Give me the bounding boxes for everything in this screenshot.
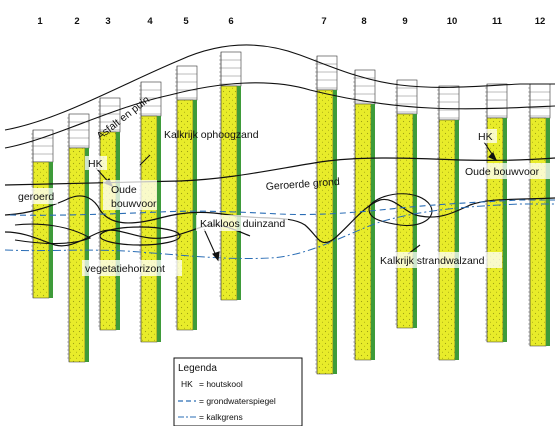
region-labels: Asfalt en puin Kalkrijk ophoogzand HK Ou… [14, 94, 555, 276]
borehole-sand-fill [220, 85, 238, 301]
label-bg-hk-left [85, 156, 107, 170]
groundwater-line [9, 199, 555, 216]
borehole-top-fill [176, 65, 198, 101]
borehole-1 [31, 129, 54, 299]
borehole-green-strip [85, 148, 89, 362]
borehole-green-strip [49, 162, 53, 298]
borehole-5 [175, 65, 198, 331]
borehole-green-strip [413, 114, 417, 328]
column-number-1: 1 [37, 16, 43, 27]
label-vegetatiehorizont: vegetatiehorizont [85, 263, 165, 275]
label-bg-kalkrijk-strandwalzand [376, 252, 502, 268]
legend-text-grondwaterspiegel: = grondwaterspiegel [199, 396, 276, 406]
borehole-top-fill [68, 113, 90, 149]
column-number-8: 8 [361, 16, 366, 27]
asphalt-base-line [4, 82, 555, 149]
column-number-7: 7 [321, 16, 326, 27]
borehole-4 [139, 81, 162, 343]
label-geroerde-grond: Geroerde grond [265, 176, 340, 193]
borehole-sand-fill [396, 113, 414, 329]
borehole-sand-fill [316, 89, 334, 375]
borehole-top-fill [316, 55, 338, 91]
column-numbers: 1 2 3 4 5 6 7 8 9 10 11 12 [37, 16, 545, 27]
borehole-9 [395, 79, 418, 329]
borehole-8 [353, 69, 376, 361]
borehole-sand-fill [354, 103, 372, 361]
label-hk-right: HK [478, 131, 493, 143]
old-topsoil-boundary-line [4, 195, 555, 244]
borehole-green-strip [455, 120, 459, 360]
borehole-green-strip [546, 118, 550, 346]
column-number-4: 4 [147, 16, 153, 27]
label-bg-oude-bouwvoor-right [462, 163, 555, 179]
borehole-green-strip [237, 86, 241, 300]
label-hk-left: HK [88, 158, 103, 170]
borehole-green-strip [503, 118, 507, 342]
borehole-green-strip [157, 116, 161, 342]
vegetation-horizon-lens [99, 226, 181, 246]
terrain-surface-line [4, 44, 555, 131]
borehole-sand-fill [68, 147, 86, 363]
lime-boundary-line [4, 203, 555, 260]
borehole-7 [315, 55, 338, 375]
right-lens-boundary [368, 193, 433, 227]
label-bg-oude-bouwvoor-left [103, 180, 157, 210]
column-number-2: 2 [74, 16, 79, 27]
borehole-10 [437, 85, 460, 361]
borehole-top-fill [354, 69, 376, 105]
borehole-top-fill [220, 51, 242, 87]
legend-box: Legenda HK = houtskool = grondwaterspieg… [173, 357, 303, 427]
column-number-5: 5 [183, 16, 189, 27]
borehole-sand-fill [438, 119, 456, 361]
legend-key-hk: HK [181, 379, 193, 389]
label-kalkrijk-ophoogzand: Kalkrijk ophoogzand [164, 129, 259, 141]
borehole-top-fill [486, 83, 508, 119]
legend-title: Legenda [178, 363, 217, 374]
borehole-top-fill [438, 85, 460, 121]
borehole-6 [219, 51, 242, 301]
label-oude-bouwvoor-left-line1: Oude [111, 184, 137, 196]
label-bg-hk-right [475, 129, 497, 143]
column-number-10: 10 [447, 16, 458, 27]
label-bg-geroerd [14, 188, 58, 204]
borehole-11 [485, 83, 508, 343]
borehole-green-strip [333, 90, 337, 374]
column-number-9: 9 [402, 16, 407, 27]
legend-frame [173, 357, 303, 427]
label-bg-kalkloos-duinzand [196, 215, 288, 231]
borehole-12 [528, 83, 551, 347]
borehole-top-fill [529, 83, 551, 119]
legend-text-houtskool: = houtskool [199, 379, 243, 389]
borehole-columns [31, 51, 551, 375]
borehole-sand-fill [32, 161, 50, 299]
borehole-green-strip [371, 104, 375, 360]
column-number-6: 6 [228, 16, 233, 27]
label-kalkloos-duinzand: Kalkloos duinzand [200, 218, 285, 230]
borehole-green-strip [193, 100, 197, 330]
label-geroerd: geroerd [18, 191, 54, 203]
borehole-sand-fill [529, 117, 547, 347]
left-lens-boundary [14, 223, 92, 244]
label-oude-bouwvoor-right: Oude bouwvoor [465, 166, 540, 178]
label-bg-vegetatiehorizont [82, 260, 182, 276]
column-number-12: 12 [535, 16, 546, 27]
label-kalkrijk-strandwalzand: Kalkrijk strandwalzand [380, 255, 485, 267]
legend-text-kalkgrens: = kalkgrens [199, 412, 243, 422]
label-oude-bouwvoor-left-line2: bouwvoor [111, 198, 157, 210]
column-number-11: 11 [492, 16, 503, 27]
borehole-sand-fill [486, 117, 504, 343]
column-number-3: 3 [105, 16, 110, 27]
borehole-sand-fill [140, 115, 158, 343]
borehole-2 [67, 113, 90, 363]
